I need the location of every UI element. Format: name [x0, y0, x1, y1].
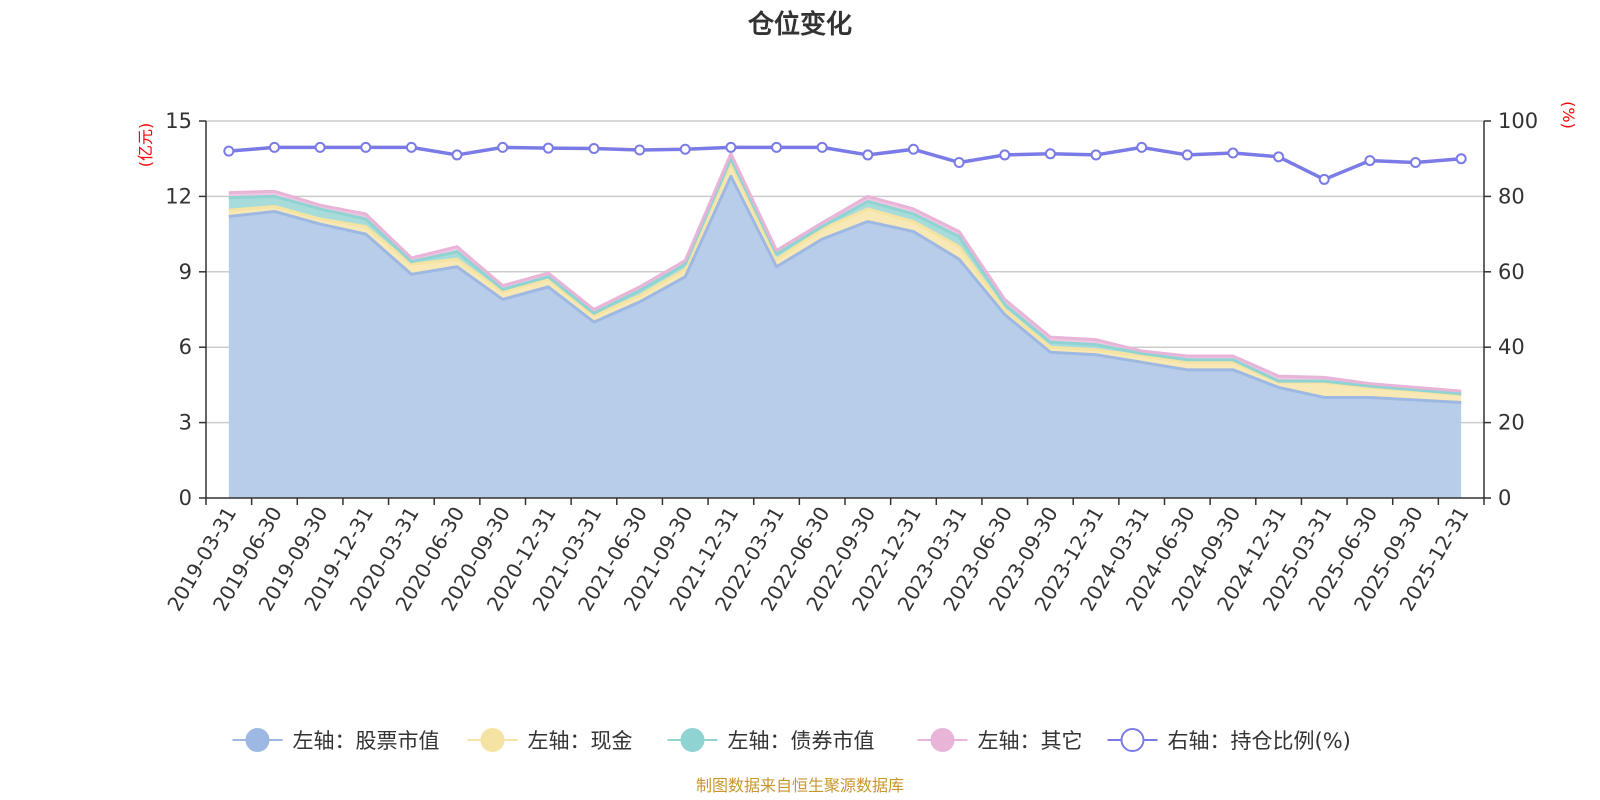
right-tick-label: 0	[1498, 486, 1511, 510]
ratio-point	[816, 141, 828, 153]
left-axis-unit: (亿元)	[136, 123, 155, 168]
ratio-point	[634, 144, 646, 156]
legend-marker	[480, 728, 505, 752]
ratio-point	[725, 141, 737, 153]
legend-label: 左轴：债券市值	[728, 729, 875, 753]
right-tick-label: 40	[1498, 335, 1525, 359]
ratio-point	[907, 143, 919, 155]
chart-title: 仓位变化	[747, 9, 852, 40]
left-tick-label: 6	[179, 335, 192, 359]
area-左轴：股票市值	[228, 176, 1462, 499]
ratio-point	[1455, 153, 1467, 165]
right-tick-label: 20	[1498, 411, 1525, 435]
right-tick-label: 100	[1498, 109, 1538, 133]
ratio-point	[405, 141, 417, 153]
ratio-point	[451, 149, 463, 161]
left-tick-label: 3	[179, 411, 192, 435]
ratio-point	[1364, 155, 1376, 167]
ratio-point	[314, 141, 326, 153]
ratio-point	[771, 141, 783, 153]
legend-label: 左轴：股票市值	[293, 729, 440, 753]
ratio-point	[1410, 156, 1422, 168]
area-edge-左轴：债券市值	[228, 157, 1462, 396]
ratio-point	[588, 143, 600, 155]
ratio-point	[268, 141, 280, 153]
ratio-point	[1090, 149, 1102, 161]
legend-marker	[1120, 728, 1145, 752]
ratio-point	[1273, 151, 1285, 163]
ratio-point	[679, 143, 691, 155]
right-tick-label: 60	[1498, 260, 1525, 284]
ratio-line-path	[228, 145, 1462, 182]
ratio-point	[953, 156, 965, 168]
left-tick-label: 9	[179, 260, 192, 284]
ratio-point	[1227, 147, 1239, 159]
legend-marker	[680, 728, 705, 752]
ratio-point	[862, 149, 874, 161]
legend: 左轴：股票市值 左轴：现金 左轴：债券市值 左轴：其它 右轴：持仓比例(%)	[232, 728, 1351, 753]
left-tick-label: 15	[165, 109, 192, 133]
ratio-point	[1318, 173, 1330, 185]
right-axis-unit: (%)	[1559, 101, 1578, 129]
ratio-point	[999, 149, 1011, 161]
area-edge-左轴：现金	[228, 162, 1462, 397]
area-edge-左轴：股票市值	[228, 174, 1462, 404]
legend-marker	[930, 728, 955, 752]
ratio-point	[360, 141, 372, 153]
stacked-areas	[228, 152, 1462, 499]
right-tick-label: 80	[1498, 184, 1525, 208]
holding-ratio-line	[223, 141, 1467, 185]
ratio-point	[542, 142, 554, 154]
legend-marker	[245, 728, 270, 752]
ratio-point	[1044, 148, 1056, 160]
ratio-point	[1136, 141, 1148, 153]
legend-label: 左轴：现金	[528, 729, 633, 753]
ratio-point	[223, 145, 235, 157]
ratio-point	[497, 141, 509, 153]
left-tick-label: 12	[165, 184, 192, 208]
legend-label: 右轴：持仓比例(%)	[1168, 729, 1351, 753]
source-note: 制图数据来自恒生聚源数据库	[696, 776, 904, 795]
left-tick-label: 0	[179, 486, 192, 510]
area-edge-左轴：其它	[228, 152, 1462, 393]
legend-label: 左轴：其它	[978, 729, 1083, 753]
ratio-point	[1181, 149, 1193, 161]
